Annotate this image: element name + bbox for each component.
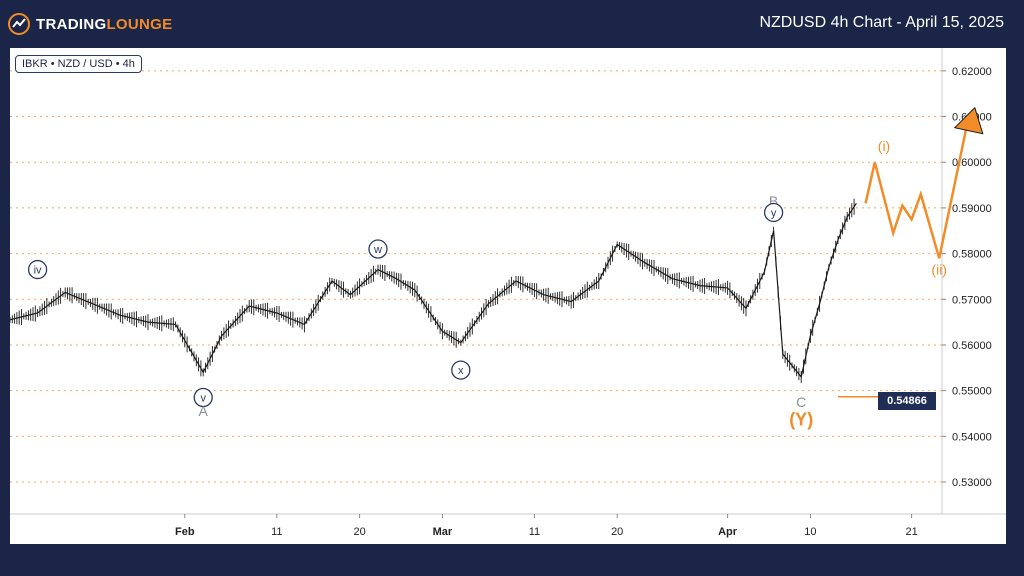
wave-label: iv bbox=[34, 265, 42, 277]
y-tick-label: 0.57000 bbox=[952, 294, 992, 306]
y-tick-label: 0.62000 bbox=[952, 66, 992, 78]
x-tick-label: 11 bbox=[529, 526, 540, 538]
wave-label: (ii) bbox=[931, 262, 947, 278]
y-tick-label: 0.58000 bbox=[952, 249, 992, 261]
y-tick-label: 0.53000 bbox=[952, 477, 992, 489]
wave-label-circle bbox=[451, 360, 471, 380]
wave-label-circle bbox=[193, 387, 213, 408]
x-tick-label: 20 bbox=[611, 526, 623, 538]
wave-label: (Y) bbox=[789, 409, 813, 429]
chart-title: NZDUSD 4h Chart - April 15, 2025 bbox=[759, 14, 1004, 31]
wave-label: B bbox=[769, 193, 778, 209]
wave-label-circle bbox=[27, 259, 48, 280]
x-tick-label: Feb bbox=[175, 526, 195, 538]
current-price-tag: 0.54866 bbox=[878, 392, 936, 410]
logo-text: TRADINGLOUNGE bbox=[36, 15, 173, 33]
chart-info-label: IBKR • NZD / USD • 4h bbox=[15, 55, 142, 73]
projection-line bbox=[864, 125, 969, 259]
wave-label: v bbox=[200, 393, 206, 405]
price-line bbox=[10, 202, 857, 379]
wave-label: A bbox=[199, 403, 209, 419]
wave-label: w bbox=[373, 244, 382, 256]
x-tick-label: 21 bbox=[905, 526, 917, 538]
x-tick-label: Mar bbox=[433, 526, 453, 538]
chart-frame: 0.53000 0.54000 0.55000 0.56000 0.57000 0.580… bbox=[10, 48, 1006, 544]
y-tick-label: 0.59000 bbox=[952, 203, 992, 215]
x-tick-label: 10 bbox=[804, 526, 816, 538]
wave-label-circle bbox=[763, 202, 784, 223]
target-arrow-icon bbox=[953, 106, 984, 135]
wave-label: x bbox=[458, 365, 464, 377]
wave-label: C bbox=[796, 394, 806, 410]
logo-icon bbox=[8, 13, 30, 35]
x-tick-label: Apr bbox=[718, 526, 738, 538]
y-tick-label: 0.60000 bbox=[952, 157, 992, 169]
wave-label: y bbox=[771, 207, 777, 219]
y-tick-label: 0.54000 bbox=[952, 431, 992, 443]
header-bar: TRADINGLOUNGE NZDUSD 4h Chart - April 15… bbox=[0, 0, 1024, 46]
x-tick-label: 11 bbox=[271, 526, 282, 538]
y-tick-label: 0.56000 bbox=[952, 340, 992, 352]
wave-label: (i) bbox=[878, 138, 890, 154]
price-chart: 0.53000 0.54000 0.55000 0.56000 0.57000 0.580… bbox=[10, 48, 1006, 538]
wave-label-circle bbox=[368, 239, 388, 259]
y-tick-label: 0.55000 bbox=[952, 386, 992, 398]
x-tick-label: 20 bbox=[353, 526, 365, 538]
tradinglounge-logo: TRADINGLOUNGE bbox=[8, 12, 172, 36]
